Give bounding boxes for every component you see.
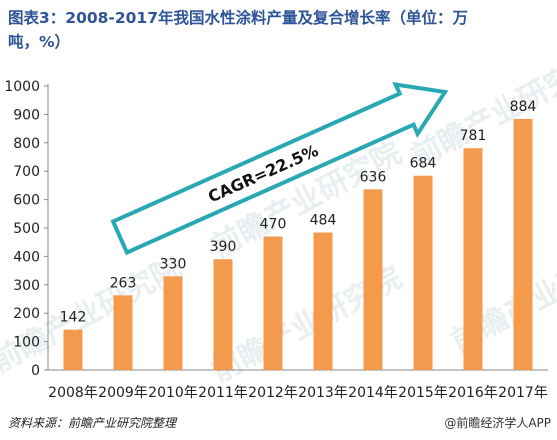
bar-value-label: 142	[60, 310, 87, 326]
bar-value-label: 470	[260, 217, 287, 233]
bar	[463, 148, 483, 370]
bar-value-label: 390	[210, 239, 237, 255]
bar-value-label: 484	[310, 213, 337, 229]
y-tick-label: 900	[13, 107, 40, 123]
x-tick-label: 2013年	[298, 385, 348, 401]
x-tick-label: 2015年	[398, 385, 448, 401]
chart-title-line1: 图表3：2008-2017年我国水性涂料产量及复合增长率（单位：万	[8, 9, 468, 27]
bar-value-label: 263	[110, 275, 137, 291]
bar	[113, 295, 133, 370]
y-tick-label: 0	[31, 363, 40, 379]
bar-value-label: 684	[410, 156, 437, 172]
y-tick-label: 500	[13, 221, 40, 237]
x-tick-label: 2010年	[148, 385, 198, 401]
x-tick-label: 2008年	[48, 385, 98, 401]
y-tick-label: 400	[13, 249, 40, 265]
y-tick-label: 1000	[4, 79, 40, 95]
y-tick-label: 800	[13, 136, 40, 152]
y-tick-label: 700	[13, 164, 40, 180]
bar-value-label: 781	[460, 128, 487, 144]
bar	[413, 175, 433, 370]
y-tick-label: 300	[13, 278, 40, 294]
bar	[513, 118, 533, 370]
bar	[163, 276, 183, 370]
bar	[63, 329, 83, 370]
brand-credit: @前瞻经济学人APP	[444, 416, 551, 430]
source-note: 资料来源：前瞻产业研究院整理	[8, 416, 177, 430]
bar-value-label: 636	[360, 169, 387, 185]
bar	[313, 232, 333, 370]
cagr-arrow	[110, 81, 449, 256]
bar	[263, 236, 283, 370]
bar	[213, 259, 233, 370]
x-tick-label: 2014年	[348, 385, 398, 401]
chart-title: 图表3：2008-2017年我国水性涂料产量及复合增长率（单位：万 吨，%）	[8, 6, 549, 54]
bar-value-label: 884	[510, 99, 537, 115]
y-tick-label: 600	[13, 193, 40, 209]
chart-title-line2: 吨，%）	[8, 33, 71, 51]
x-tick-label: 2016年	[448, 385, 498, 401]
x-tick-label: 2009年	[98, 385, 148, 401]
x-tick-label: 2017年	[498, 385, 548, 401]
x-tick-label: 2011年	[198, 385, 248, 401]
y-tick-label: 200	[13, 306, 40, 322]
bar-value-label: 330	[160, 256, 187, 272]
y-tick-label: 100	[13, 335, 40, 351]
bar	[363, 189, 383, 370]
x-tick-label: 2012年	[248, 385, 298, 401]
